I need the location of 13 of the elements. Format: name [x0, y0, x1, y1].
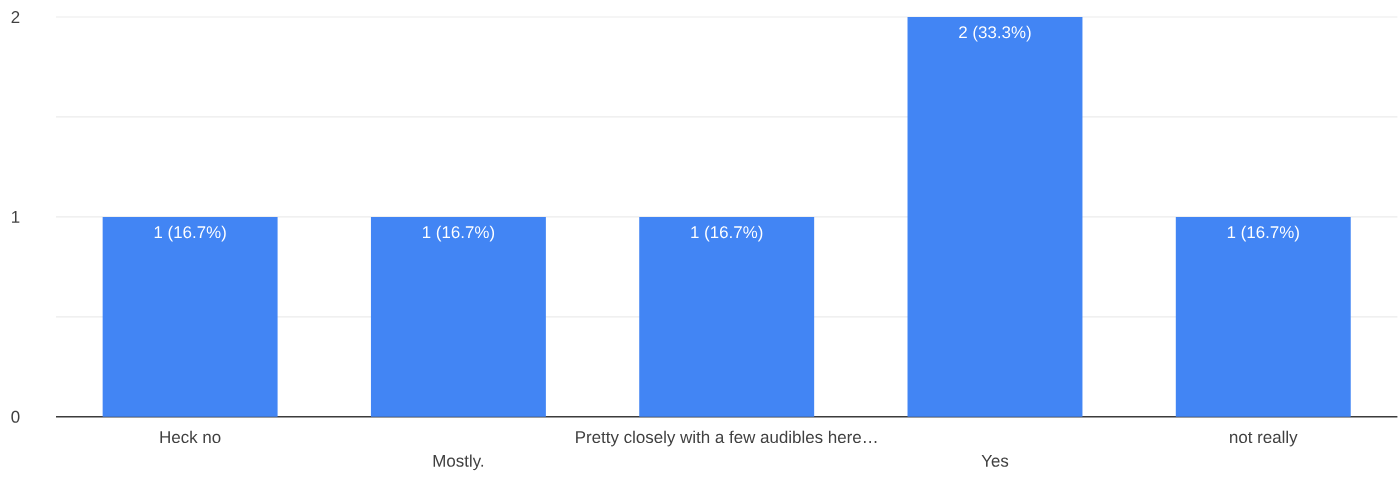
y-tick-label: 2	[11, 11, 20, 23]
y-tick-label: 0	[11, 410, 20, 423]
x-tick-label: Heck no	[160, 430, 221, 444]
data-label: 1 (16.7%)	[691, 225, 763, 242]
data-label: 2 (33.3%)	[959, 25, 1031, 42]
data-label: 1 (16.7%)	[423, 225, 495, 242]
x-tick-label: Pretty closely with a few audibles here…	[576, 430, 877, 447]
data-label: 1 (16.7%)	[154, 225, 226, 242]
x-tick-label: Mostly.	[433, 454, 484, 471]
y-tick-label: 1	[12, 211, 20, 223]
x-tick-label: not really	[1230, 430, 1298, 447]
x-tick-label: Yes	[981, 455, 1009, 467]
data-label: 1 (16.7%)	[1227, 225, 1299, 242]
